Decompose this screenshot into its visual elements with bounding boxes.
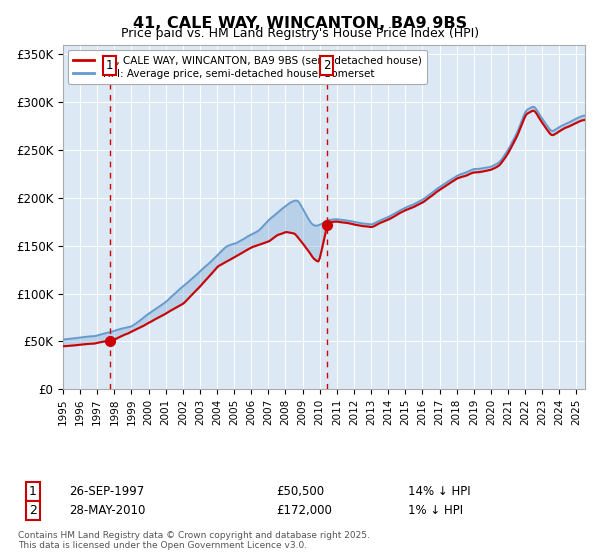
41, CALE WAY, WINCANTON, BA9 9BS (semi-detached house) <box>59 343 67 349</box>
Text: 41, CALE WAY, WINCANTON, BA9 9BS: 41, CALE WAY, WINCANTON, BA9 9BS <box>133 16 467 31</box>
Text: Contains HM Land Registry data © Crown copyright and database right 2025.
This d: Contains HM Land Registry data © Crown c… <box>18 530 370 550</box>
Legend: 41, CALE WAY, WINCANTON, BA9 9BS (semi-detached house), HPI: Average price, semi: 41, CALE WAY, WINCANTON, BA9 9BS (semi-d… <box>68 50 427 84</box>
Text: 2: 2 <box>29 504 37 517</box>
HPI: Average price, semi-detached house, Somerset: (2.01e+03, 1.71e+05): Average price, semi-detached house, Some… <box>312 222 319 229</box>
41, CALE WAY, WINCANTON, BA9 9BS (semi-detached house) <box>312 256 319 263</box>
HPI: Average price, semi-detached house, Somerset: (2.03e+03, 2.86e+05): Average price, semi-detached house, Some… <box>581 112 589 119</box>
Text: 14% ↓ HPI: 14% ↓ HPI <box>408 485 470 498</box>
Line: 41, CALE WAY, WINCANTON, BA9 9BS (semi-detached house): 41, CALE WAY, WINCANTON, BA9 9BS (semi-d… <box>63 111 585 346</box>
Line: HPI: Average price, semi-detached house, Somerset: HPI: Average price, semi-detached house,… <box>63 107 585 339</box>
41, CALE WAY, WINCANTON, BA9 9BS (semi-detached house) <box>416 200 423 207</box>
Text: 2: 2 <box>323 59 331 72</box>
Text: 28-MAY-2010: 28-MAY-2010 <box>69 504 145 517</box>
Text: 1: 1 <box>106 59 113 72</box>
HPI: Average price, semi-detached house, Somerset: (2.02e+03, 2.19e+05): Average price, semi-detached house, Some… <box>448 176 455 183</box>
41, CALE WAY, WINCANTON, BA9 9BS (semi-detached house) <box>581 116 589 123</box>
Text: 1% ↓ HPI: 1% ↓ HPI <box>408 504 463 517</box>
HPI: Average price, semi-detached house, Somerset: (2e+03, 5.21e+04): Average price, semi-detached house, Some… <box>59 336 67 343</box>
Text: Price paid vs. HM Land Registry's House Price Index (HPI): Price paid vs. HM Land Registry's House … <box>121 27 479 40</box>
HPI: Average price, semi-detached house, Somerset: (2.02e+03, 2.8e+05): Average price, semi-detached house, Some… <box>567 118 574 125</box>
41, CALE WAY, WINCANTON, BA9 9BS (semi-detached house) <box>530 108 537 114</box>
Text: 26-SEP-1997: 26-SEP-1997 <box>69 485 144 498</box>
HPI: Average price, semi-detached house, Somerset: (2.02e+03, 1.97e+05): Average price, semi-detached house, Some… <box>416 198 423 204</box>
Text: £50,500: £50,500 <box>276 485 324 498</box>
41, CALE WAY, WINCANTON, BA9 9BS (semi-detached house) <box>77 342 84 348</box>
41, CALE WAY, WINCANTON, BA9 9BS (semi-detached house) <box>448 179 455 186</box>
Text: 1: 1 <box>29 485 37 498</box>
41, CALE WAY, WINCANTON, BA9 9BS (semi-detached house) <box>85 340 92 347</box>
HPI: Average price, semi-detached house, Somerset: (2e+03, 5.4e+04): Average price, semi-detached house, Some… <box>77 334 84 341</box>
41, CALE WAY, WINCANTON, BA9 9BS (semi-detached house) <box>567 122 574 129</box>
HPI: Average price, semi-detached house, Somerset: (2.02e+03, 2.95e+05): Average price, semi-detached house, Some… <box>530 104 537 110</box>
Text: £172,000: £172,000 <box>276 504 332 517</box>
HPI: Average price, semi-detached house, Somerset: (2e+03, 5.52e+04): Average price, semi-detached house, Some… <box>85 333 92 340</box>
